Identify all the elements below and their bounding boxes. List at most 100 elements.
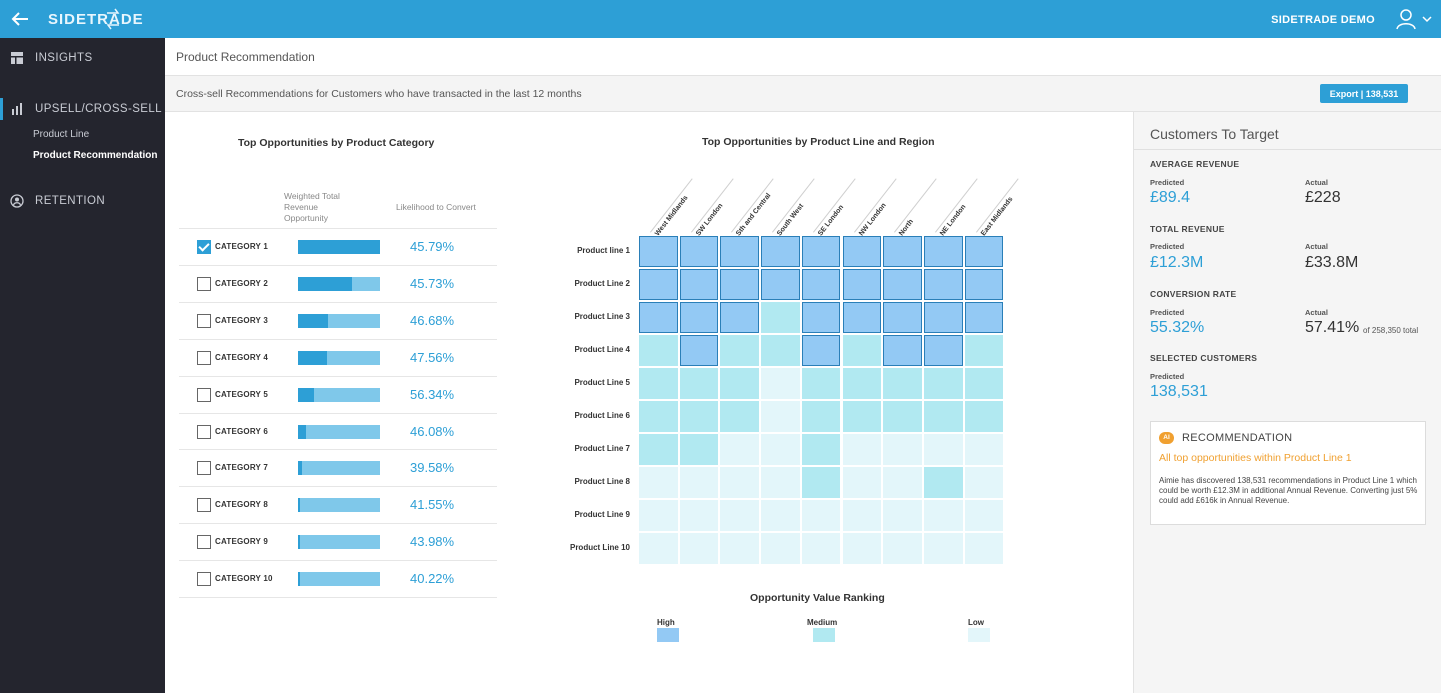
heatmap-cell[interactable] xyxy=(720,335,760,366)
heatmap-cell[interactable] xyxy=(679,434,719,465)
nav-item-retention[interactable]: RETENTION xyxy=(0,190,165,214)
heatmap-cell[interactable] xyxy=(761,368,800,399)
heatmap-cell[interactable] xyxy=(639,335,678,366)
user-name[interactable]: SIDETRADE DEMO xyxy=(1271,14,1375,26)
heatmap-cell[interactable] xyxy=(639,269,678,300)
category-checkbox[interactable] xyxy=(197,387,211,402)
category-checkbox[interactable] xyxy=(197,535,211,550)
heatmap-cell[interactable] xyxy=(761,434,800,465)
heatmap-cell[interactable] xyxy=(923,368,963,399)
heatmap-cell[interactable] xyxy=(883,335,922,366)
heatmap-cell[interactable] xyxy=(679,335,719,366)
heatmap-cell[interactable] xyxy=(801,335,841,366)
category-checkbox[interactable] xyxy=(197,424,211,439)
export-button[interactable]: Export | 138,531 xyxy=(1320,84,1408,103)
heatmap-cell[interactable] xyxy=(842,269,882,300)
category-row[interactable]: CATEGORY 7 39.58% xyxy=(179,449,497,486)
heatmap-cell[interactable] xyxy=(964,368,1004,399)
category-row[interactable]: CATEGORY 9 43.98% xyxy=(179,523,497,560)
heatmap-cell[interactable] xyxy=(761,467,800,498)
category-row[interactable]: CATEGORY 6 46.08% xyxy=(179,412,497,450)
heatmap-cell[interactable] xyxy=(761,236,800,267)
heatmap-cell[interactable] xyxy=(761,302,800,333)
nav-item-insights[interactable]: INSIGHTS xyxy=(0,47,165,71)
heatmap-cell[interactable] xyxy=(883,368,922,399)
heatmap-cell[interactable] xyxy=(801,302,841,333)
heatmap-cell[interactable] xyxy=(842,500,882,531)
heatmap-cell[interactable] xyxy=(679,302,719,333)
heatmap-cell[interactable] xyxy=(720,434,760,465)
heatmap-cell[interactable] xyxy=(720,500,760,531)
heatmap-cell[interactable] xyxy=(964,434,1004,465)
category-row[interactable]: CATEGORY 1 45.79% xyxy=(179,228,497,265)
category-checkbox[interactable] xyxy=(197,461,211,476)
heatmap-cell[interactable] xyxy=(883,401,922,432)
heatmap-cell[interactable] xyxy=(639,434,678,465)
heatmap-cell[interactable] xyxy=(964,401,1004,432)
category-row[interactable]: CATEGORY 3 46.68% xyxy=(179,301,497,339)
heatmap-cell[interactable] xyxy=(801,434,841,465)
heatmap-cell[interactable] xyxy=(923,533,963,564)
heatmap-cell[interactable] xyxy=(923,269,963,300)
heatmap-cell[interactable] xyxy=(842,335,882,366)
heatmap-cell[interactable] xyxy=(964,335,1004,366)
heatmap-cell[interactable] xyxy=(639,368,678,399)
heatmap-cell[interactable] xyxy=(842,236,882,267)
heatmap-cell[interactable] xyxy=(639,533,678,564)
heatmap-cell[interactable] xyxy=(679,533,719,564)
heatmap-cell[interactable] xyxy=(923,236,963,267)
heatmap-cell[interactable] xyxy=(679,500,719,531)
heatmap-cell[interactable] xyxy=(842,434,882,465)
app-logo[interactable]: SIDETRADE xyxy=(48,11,144,28)
heatmap-cell[interactable] xyxy=(964,302,1004,333)
heatmap-cell[interactable] xyxy=(639,302,678,333)
heatmap-cell[interactable] xyxy=(883,467,922,498)
category-row[interactable]: CATEGORY 5 56.34% xyxy=(179,375,497,413)
heatmap-cell[interactable] xyxy=(883,434,922,465)
sub-item-product-recommendation[interactable]: Product Recommendation xyxy=(33,150,158,161)
arrow-left-icon[interactable] xyxy=(8,7,32,31)
heatmap-cell[interactable] xyxy=(883,269,922,300)
heatmap-cell[interactable] xyxy=(761,500,800,531)
category-row[interactable]: CATEGORY 2 45.73% xyxy=(179,264,497,302)
heatmap-cell[interactable] xyxy=(923,302,963,333)
sub-item-product-line[interactable]: Product Line xyxy=(33,129,90,140)
heatmap-cell[interactable] xyxy=(720,533,760,564)
heatmap-cell[interactable] xyxy=(964,467,1004,498)
heatmap-cell[interactable] xyxy=(923,335,963,366)
category-row[interactable]: CATEGORY 4 47.56% xyxy=(179,338,497,376)
heatmap-cell[interactable] xyxy=(923,401,963,432)
heatmap-cell[interactable] xyxy=(923,500,963,531)
heatmap-cell[interactable] xyxy=(679,236,719,267)
heatmap-cell[interactable] xyxy=(964,236,1004,267)
category-row[interactable]: CATEGORY 8 41.55% xyxy=(179,486,497,523)
heatmap-cell[interactable] xyxy=(964,269,1004,300)
heatmap-cell[interactable] xyxy=(883,500,922,531)
heatmap-cell[interactable] xyxy=(679,467,719,498)
heatmap-cell[interactable] xyxy=(639,500,678,531)
heatmap-cell[interactable] xyxy=(883,236,922,267)
heatmap-cell[interactable] xyxy=(801,269,841,300)
heatmap-cell[interactable] xyxy=(842,401,882,432)
category-checkbox[interactable] xyxy=(197,498,211,513)
heatmap-cell[interactable] xyxy=(761,401,800,432)
heatmap-cell[interactable] xyxy=(720,467,760,498)
category-checkbox[interactable] xyxy=(197,313,211,328)
heatmap-cell[interactable] xyxy=(923,467,963,498)
heatmap-cell[interactable] xyxy=(923,434,963,465)
heatmap-cell[interactable] xyxy=(761,269,800,300)
heatmap-cell[interactable] xyxy=(761,533,800,564)
heatmap-cell[interactable] xyxy=(883,302,922,333)
heatmap-cell[interactable] xyxy=(801,236,841,267)
heatmap-cell[interactable] xyxy=(720,368,760,399)
heatmap-cell[interactable] xyxy=(842,302,882,333)
heatmap-cell[interactable] xyxy=(679,368,719,399)
nav-item-upsell-cross-sell[interactable]: UPSELL/CROSS-SELL xyxy=(0,98,165,122)
heatmap-cell[interactable] xyxy=(761,335,800,366)
category-checkbox[interactable] xyxy=(197,350,211,365)
heatmap-cell[interactable] xyxy=(679,269,719,300)
heatmap-cell[interactable] xyxy=(720,269,760,300)
category-checkbox[interactable] xyxy=(197,276,211,291)
category-checkbox[interactable] xyxy=(197,572,211,587)
category-checkbox[interactable] xyxy=(197,240,211,254)
